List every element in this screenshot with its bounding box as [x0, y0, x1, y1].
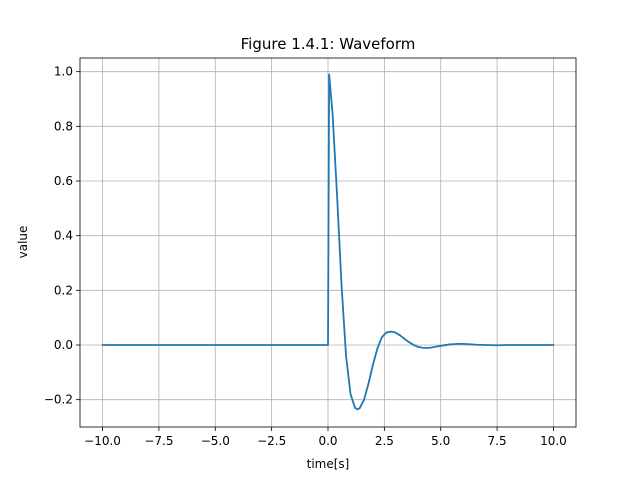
y-tick-label: 0.6 [54, 174, 73, 188]
x-tick-label: −10.0 [84, 434, 121, 448]
y-axis-label: value [16, 226, 30, 259]
y-tick-label: 0.4 [54, 229, 73, 243]
x-axis-label: time[s] [307, 457, 350, 471]
chart-title: Figure 1.4.1: Waveform [241, 35, 416, 53]
waveform-line [101, 73, 555, 411]
y-tick-label: 1.0 [54, 65, 73, 79]
series-group [101, 73, 555, 411]
y-tick-label: 0.2 [54, 283, 73, 297]
x-tick-label: 7.5 [488, 434, 507, 448]
y-axis-ticks: −0.2 0.0 0.2 0.4 0.6 0.8 1.0 [44, 65, 80, 407]
x-tick-label: 0.0 [318, 434, 337, 448]
x-tick-label: 10.0 [540, 434, 567, 448]
x-tick-label: 2.5 [375, 434, 394, 448]
x-tick-label: 5.0 [431, 434, 450, 448]
x-axis-ticks: −10.0 −7.5 −5.0 −2.5 0.0 2.5 5.0 7.5 10.0 [84, 427, 567, 448]
y-tick-label: 0.0 [54, 338, 73, 352]
x-tick-label: −2.5 [257, 434, 286, 448]
y-tick-label: −0.2 [44, 393, 73, 407]
x-tick-label: −5.0 [201, 434, 230, 448]
x-tick-label: −7.5 [144, 434, 173, 448]
y-tick-label: 0.8 [54, 119, 73, 133]
